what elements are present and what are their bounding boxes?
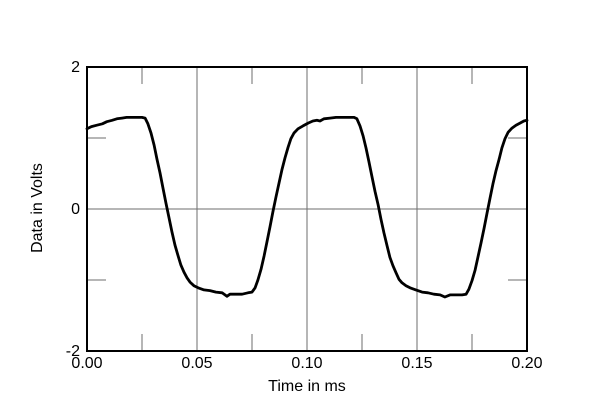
x-tick-label: 0.10 [291, 355, 322, 372]
x-tick-label: 0.00 [71, 355, 102, 372]
y-tick-label: 2 [71, 59, 80, 76]
y-tick-label: -2 [66, 343, 80, 360]
y-tick-label: 0 [71, 201, 80, 218]
x-tick-label: 0.20 [511, 355, 542, 372]
waveform-trace [85, 116, 529, 299]
x-axis-label: Time in ms [268, 378, 346, 395]
plot-frame [86, 66, 528, 352]
y-axis-label: Data in Volts [29, 163, 46, 253]
x-tick-label: 0.05 [181, 355, 212, 372]
x-tick-label: 0.15 [401, 355, 432, 372]
